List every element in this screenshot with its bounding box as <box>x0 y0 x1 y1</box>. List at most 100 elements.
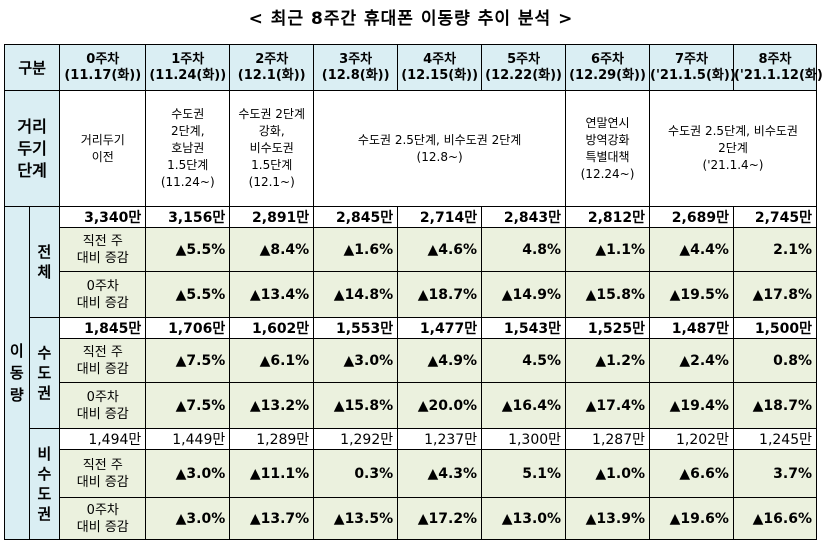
week-date: (12.8(화)) <box>321 67 390 83</box>
capital-count-0: 1,845만 <box>59 317 147 339</box>
total-count-4: 2,714만 <box>397 206 483 228</box>
week-name: 3주차 <box>339 51 373 67</box>
noncapital-base-4: ▲13.0% <box>481 497 567 540</box>
total-prev-6: ▲4.4% <box>649 227 734 272</box>
capital-prev-1: ▲6.1% <box>229 338 315 383</box>
stage-label: 거리 두기 단계 <box>3 90 61 207</box>
total-base-3: ▲18.7% <box>397 271 483 318</box>
text-line: 수도권 <box>171 107 205 121</box>
text-line: 이전 <box>91 149 114 164</box>
week0-label: 0주차 대비 증감 <box>59 382 147 429</box>
header-week-1: 1주차 (11.24(화)) <box>145 44 231 91</box>
total-base-7: ▲17.8% <box>732 271 818 318</box>
total-base-6: ▲19.5% <box>649 271 734 318</box>
noncapital-prev-row: 직전 주 대비 증감 ▲3.0% ▲11.1% 0.3% ▲4.3% 5.1% ▲1.0% ▲6… <box>5 449 818 498</box>
stage-label-line: 거리 <box>17 116 47 136</box>
total-base-row: 0주차 대비 증감 ▲5.5% ▲13.4% ▲14.8% ▲18.7% ▲14.9% ▲15… <box>5 271 818 318</box>
text-line: 방역강화 <box>585 132 630 147</box>
capital-base-4: ▲16.4% <box>481 382 567 429</box>
week-name: 2주차 <box>255 51 289 67</box>
capital-count-5: 1,543만 <box>481 317 567 339</box>
region-label-char: 수 <box>37 344 52 362</box>
region-label-char: 권 <box>37 384 52 402</box>
total-count-7: 2,689만 <box>649 206 734 228</box>
capital-count-7: 1,487만 <box>649 317 734 339</box>
text-line: 수도권 2.5단계, 비수도권 2단계 <box>357 132 522 147</box>
capital-count-1: 1,706만 <box>145 317 231 339</box>
row-label-line: 0주차 <box>86 502 119 518</box>
movement-label-char: 동 <box>9 364 24 382</box>
noncapital-base-1: ▲13.7% <box>229 497 315 540</box>
total-base-2: ▲14.8% <box>313 271 399 318</box>
noncapital-count-2: 1,289만 <box>229 428 315 450</box>
noncapital-count-8: 1,245만 <box>732 428 818 450</box>
movement-label-char: 이 <box>9 342 24 360</box>
header-week-2: 2주차 (12.1(화)) <box>229 44 315 91</box>
week-name: 1주차 <box>171 51 205 67</box>
capital-prev-2: ▲3.0% <box>313 338 399 383</box>
capital-count-6: 1,525만 <box>565 317 650 339</box>
header-week-8: 8주차 ('21.1.12(화)) <box>732 44 822 91</box>
capital-base-7: ▲18.7% <box>732 382 818 429</box>
text-line: 연말연시 <box>585 115 630 130</box>
noncapital-count-0: 1,494만 <box>59 428 147 450</box>
noncapital-count-6: 1,287만 <box>565 428 650 450</box>
noncapital-base-5: ▲13.9% <box>565 497 650 540</box>
total-prev-5: ▲1.1% <box>565 227 650 272</box>
text-line: 1.5단계 <box>251 158 293 172</box>
total-prev-row: 직전 주 대비 증감 ▲5.5% ▲8.4% ▲1.6% ▲4.6% 4.8% ▲1.1% ▲4… <box>5 227 818 272</box>
total-count-0: 3,340만 <box>59 206 147 228</box>
stage-w1: 수도권 2단계, 호남권 1.5단계 (11.24~) <box>145 90 231 207</box>
capital-base-3: ▲20.0% <box>397 382 483 429</box>
total-prev-2: ▲1.6% <box>313 227 399 272</box>
text-line: (12.8~) <box>416 149 463 164</box>
capital-prev-6: ▲2.4% <box>649 338 734 383</box>
text-line: (12.24~) <box>580 166 635 181</box>
row-label-line: 대비 증감 <box>76 361 129 377</box>
text-line: 1.5단계 <box>167 158 209 172</box>
week-date: (12.1(화)) <box>237 67 306 83</box>
row-label-line: 대비 증감 <box>76 519 129 535</box>
page-title: < 최근 8주간 휴대폰 이동량 추이 분석 > <box>248 9 574 29</box>
noncapital-prev-4: 5.1% <box>481 449 567 498</box>
text-line: (12.1~) <box>248 175 295 189</box>
total-count-2: 2,891만 <box>229 206 315 228</box>
text-line: 수도권 2단계 <box>238 107 306 121</box>
stage-w2: 수도권 2단계 강화, 비수도권 1.5단계 (12.1~) <box>229 90 315 207</box>
capital-prev-3: ▲4.9% <box>397 338 483 383</box>
capital-base-2: ▲15.8% <box>313 382 399 429</box>
week0-label: 0주차 대비 증감 <box>59 497 147 540</box>
header-week-0: 0주차 (11.17(화)) <box>59 44 147 91</box>
header-week-5: 5주차 (12.22(화)) <box>481 44 567 91</box>
text-line: 비수도권 <box>249 141 294 155</box>
week-name: 4주차 <box>423 51 457 67</box>
capital-count-4: 1,477만 <box>397 317 483 339</box>
week-name: 8주차 <box>758 51 792 67</box>
region-label-char: 전 <box>37 243 52 261</box>
mobility-table: 구분 0주차 (11.17(화)) 1주차 (11.24(화)) 2주차 (12.1(화))… <box>3 44 822 540</box>
noncapital-base-0: ▲3.0% <box>145 497 231 540</box>
noncapital-prev-2: 0.3% <box>313 449 399 498</box>
region-label-char: 체 <box>37 263 52 281</box>
total-base-1: ▲13.4% <box>229 271 315 318</box>
noncapital-count-3: 1,292만 <box>313 428 399 450</box>
noncapital-prev-7: 3.7% <box>732 449 818 498</box>
total-prev-7: 2.1% <box>732 227 818 272</box>
total-base-0: ▲5.5% <box>145 271 231 318</box>
noncapital-count-row: 비 수 도 권 1,494만 1,449만 1,289만 1,292만 1,237만 1,300만… <box>5 428 818 540</box>
noncapital-base-7: ▲16.6% <box>732 497 818 540</box>
row-label-line: 대비 증감 <box>76 295 129 311</box>
capital-count-2: 1,602만 <box>229 317 315 339</box>
capital-count-row: 수 도 권 1,845만 1,706만 1,602만 1,553만 1,477만 1,543만 1… <box>5 317 818 429</box>
text-line: 2단계 <box>718 141 748 155</box>
header-week-6: 6주차 (12.29(화)) <box>565 44 650 91</box>
noncapital-base-6: ▲19.6% <box>649 497 734 540</box>
row-label-line: 대비 증감 <box>76 406 129 422</box>
text-line: 거리두기 <box>80 132 125 147</box>
week-name: 7주차 <box>674 51 708 67</box>
row-label-line: 대비 증감 <box>76 474 129 490</box>
